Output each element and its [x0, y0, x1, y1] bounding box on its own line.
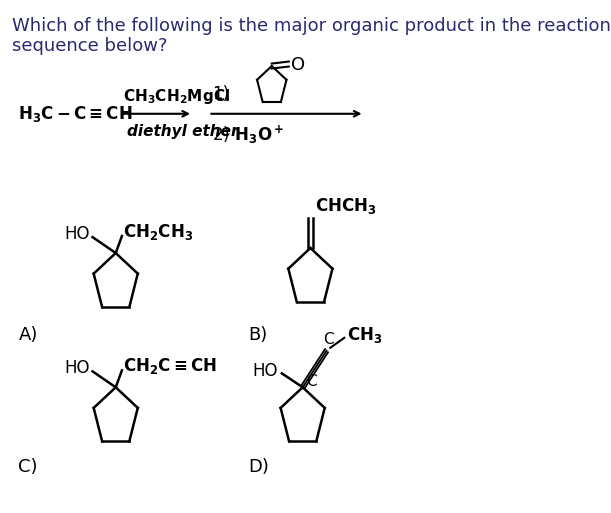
- Text: C): C): [18, 458, 38, 476]
- Text: 2) $\mathbf{H_3O^+}$: 2) $\mathbf{H_3O^+}$: [212, 124, 284, 146]
- Text: HO: HO: [64, 360, 89, 378]
- Text: B): B): [249, 326, 268, 344]
- Text: diethyl ether: diethyl ether: [126, 124, 238, 139]
- Text: $\mathbf{CH_3}$: $\mathbf{CH_3}$: [346, 325, 382, 345]
- Text: C: C: [323, 332, 334, 347]
- Text: $\mathbf{CH_3CH_2MgCl}$: $\mathbf{CH_3CH_2MgCl}$: [123, 87, 230, 106]
- Text: 1): 1): [212, 85, 229, 103]
- Text: C: C: [307, 374, 317, 389]
- Text: $\mathbf{H_3C-C{\equiv}CH}$: $\mathbf{H_3C-C{\equiv}CH}$: [18, 104, 133, 124]
- Text: $\mathbf{CHCH_3}$: $\mathbf{CHCH_3}$: [315, 196, 376, 216]
- Text: HO: HO: [64, 225, 89, 243]
- Text: sequence below?: sequence below?: [12, 37, 167, 55]
- Text: O: O: [291, 56, 306, 74]
- Text: Which of the following is the major organic product in the reaction: Which of the following is the major orga…: [12, 17, 611, 35]
- Text: HO: HO: [252, 362, 278, 380]
- Text: A): A): [18, 326, 38, 344]
- Text: D): D): [249, 458, 269, 476]
- Text: $\mathbf{CH_2C{\equiv}CH}$: $\mathbf{CH_2C{\equiv}CH}$: [123, 357, 218, 377]
- Text: $\mathbf{CH_2CH_3}$: $\mathbf{CH_2CH_3}$: [123, 222, 194, 242]
